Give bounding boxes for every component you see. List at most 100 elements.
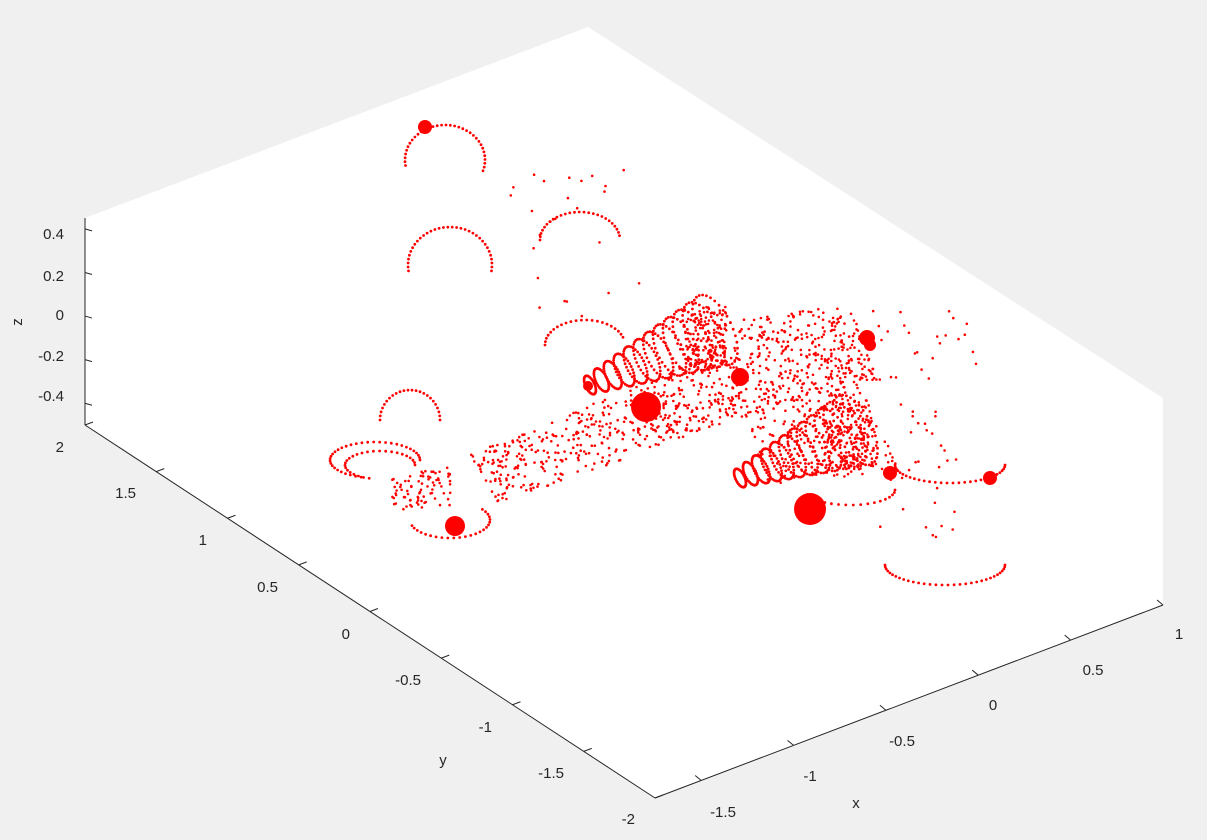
- scatter-point: [340, 446, 344, 450]
- point-cloud: [328, 120, 1007, 587]
- scatter-point: [678, 392, 682, 396]
- scatter-point: [506, 452, 510, 455]
- scatter-point: [782, 422, 785, 426]
- scatter-point: [795, 427, 799, 430]
- scatter-point: [719, 327, 723, 331]
- scatter-point: [836, 432, 840, 436]
- scatter-point: [678, 402, 681, 405]
- scatter-point: [809, 310, 813, 314]
- scatter-point: [661, 418, 665, 422]
- scatter-point: [606, 437, 609, 440]
- scatter-point: [781, 475, 785, 479]
- scatter-point: [609, 406, 613, 410]
- scatter-point: [664, 344, 668, 348]
- scatter-point: [839, 334, 842, 337]
- scatter-point: [863, 420, 867, 424]
- scatter-point: [505, 485, 509, 489]
- scatter-point: [503, 450, 507, 453]
- scatter-point: [511, 439, 514, 443]
- scatter-point: [855, 383, 858, 387]
- scatter-point: [793, 338, 797, 341]
- scatter-point: [569, 451, 573, 455]
- scatter-point: [717, 331, 721, 335]
- scatter-point: [971, 350, 975, 354]
- scatter-point: [674, 334, 677, 337]
- scatter-point: [408, 475, 412, 478]
- scatter-point: [708, 371, 712, 375]
- scatter-point: [378, 440, 382, 444]
- scatter-point: [880, 467, 884, 471]
- scatter-point: [789, 369, 792, 372]
- scatter-point: [773, 454, 777, 458]
- scatter-point: [790, 437, 794, 441]
- scatter-point: [820, 436, 824, 439]
- scatter-point: [801, 404, 804, 408]
- scatter-point: [764, 381, 767, 384]
- scatter-point: [830, 359, 833, 363]
- scatter-point: [635, 379, 639, 383]
- scatter-point: [849, 396, 852, 400]
- scatter-point: [481, 146, 485, 150]
- scatter-point: [487, 250, 491, 253]
- scatter-point: [695, 406, 698, 410]
- scatter-point: [849, 461, 853, 464]
- scatter-point: [407, 479, 411, 483]
- scatter-point: [697, 321, 701, 325]
- scatter-point: [831, 430, 835, 434]
- scatter-point: [854, 440, 858, 444]
- scatter-point: [649, 378, 653, 382]
- scatter-point: [693, 370, 697, 373]
- scatter-point: [817, 399, 820, 403]
- scatter-point: [791, 379, 795, 383]
- scatter-point: [847, 361, 850, 365]
- scatter-point: [663, 383, 667, 387]
- scatter-point: [782, 446, 786, 449]
- scatter-point-cluster: [418, 120, 432, 134]
- scatter-point: [429, 492, 432, 495]
- scatter-point: [861, 409, 865, 412]
- scatter-point: [759, 453, 763, 457]
- scatter-point: [662, 404, 665, 407]
- scatter-point: [645, 370, 649, 373]
- scatter-point: [344, 461, 347, 465]
- scatter-point: [490, 490, 494, 493]
- scatter-point: [707, 414, 710, 417]
- scatter-point: [704, 359, 708, 363]
- scatter-point: [970, 581, 973, 585]
- scatter-point: [805, 371, 809, 375]
- scatter-point: [704, 418, 708, 421]
- scatter-point: [913, 352, 917, 355]
- scatter-point: [852, 457, 855, 461]
- scatter-point: [784, 464, 788, 468]
- scatter-point: [873, 430, 876, 434]
- scatter-point: [490, 471, 494, 474]
- scatter-point: [595, 382, 599, 385]
- scatter-point: [674, 336, 677, 340]
- scatter-point: [357, 474, 360, 478]
- scatter-point: [437, 478, 440, 482]
- scatter-point: [551, 217, 555, 221]
- scatter-point: [420, 482, 424, 485]
- scatter-point: [418, 390, 422, 394]
- scatter-point: [689, 343, 693, 347]
- scatter-point: [756, 339, 759, 342]
- scatter-point: [842, 405, 846, 409]
- scatter-point: [498, 460, 502, 464]
- scatter-point: [749, 356, 752, 360]
- scatter-point: [577, 437, 580, 440]
- scatter-point: [875, 424, 878, 428]
- scatter-point: [860, 438, 863, 442]
- scatter-point: [710, 403, 713, 406]
- scatter-point: [486, 460, 490, 464]
- scatter-point: [685, 344, 688, 348]
- scatter-point: [775, 462, 779, 465]
- scatter-point: [513, 467, 516, 470]
- scatter-point: [761, 440, 764, 443]
- scatter-point: [679, 379, 682, 383]
- scatter-point: [679, 343, 683, 346]
- scatter-point: [805, 332, 808, 335]
- scatter-point: [803, 413, 807, 416]
- scatter-point: [777, 439, 781, 443]
- scatter-point: [505, 497, 508, 501]
- scatter-point: [584, 425, 587, 428]
